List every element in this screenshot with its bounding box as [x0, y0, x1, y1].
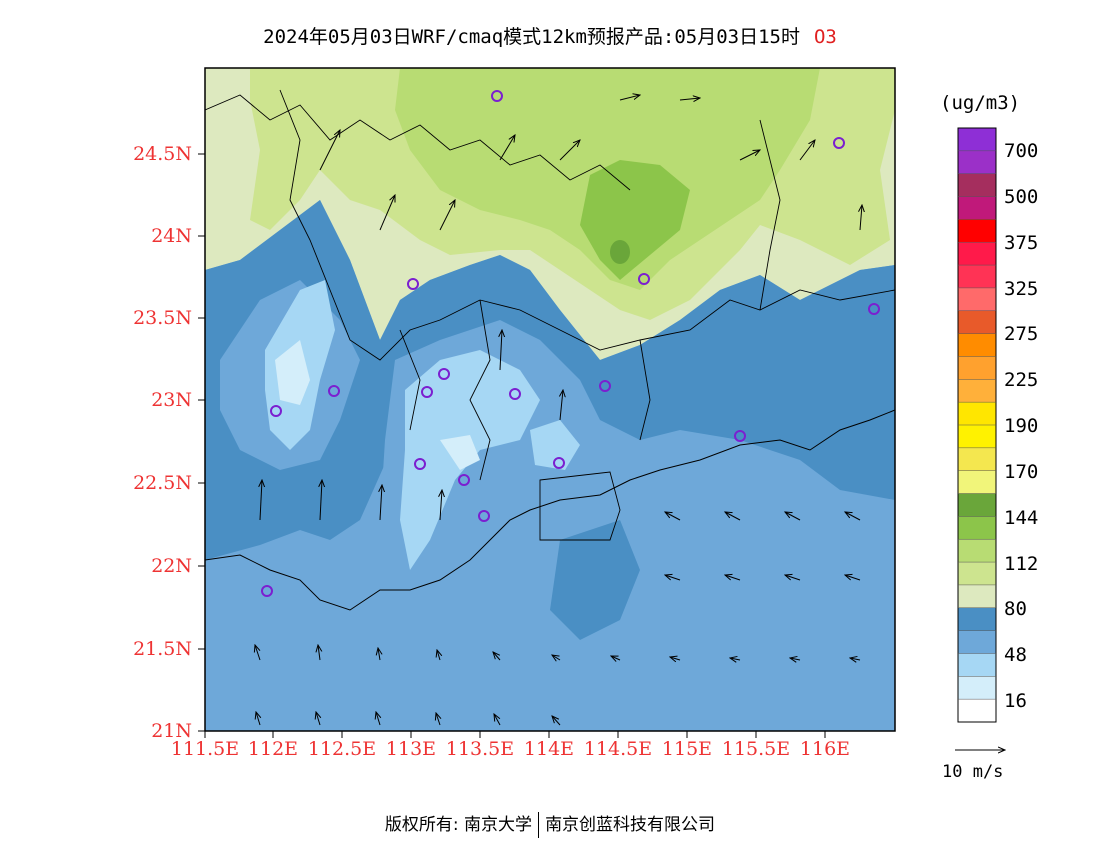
lon-label-114-5: 114.5E	[583, 738, 653, 760]
lat-label-23: 23N	[151, 389, 192, 411]
colorbar-segment	[958, 219, 996, 243]
wind-reference-label: 10 m/s	[942, 762, 1004, 782]
colorbar-segment	[958, 676, 996, 700]
colorbar-label-112: 112	[1004, 553, 1039, 575]
lat-label-23-5: 23.5N	[133, 307, 192, 329]
colorbar-segment	[958, 379, 996, 403]
colorbar-segment	[958, 128, 996, 152]
colorbar-segment	[958, 539, 996, 563]
colorbar-segment	[958, 196, 996, 220]
colorbar-label-190: 190	[1004, 415, 1039, 437]
lon-label-111-5: 111.5E	[170, 738, 240, 760]
copyright-separator	[538, 812, 540, 838]
colorbar-segment	[958, 265, 996, 289]
copyright: 版权所有: 南京大学 南京创蓝科技有限公司	[0, 810, 1100, 838]
colorbar-segment	[958, 699, 996, 723]
colorbar-segment	[958, 607, 996, 632]
colorbar-label-48: 48	[1004, 644, 1027, 666]
colorbar-label-275: 275	[1004, 323, 1039, 345]
colorbar-segment	[958, 584, 996, 609]
lat-label-21-5: 21.5N	[133, 638, 192, 660]
lon-label-113-5: 113.5E	[445, 738, 515, 760]
colorbar-label-144: 144	[1004, 507, 1039, 529]
colorbar-segment	[958, 425, 996, 449]
admin-boundaries	[205, 89, 895, 541]
colorbar-segment	[958, 653, 996, 677]
colorbar-label-325: 325	[1004, 278, 1039, 300]
axis-ticks	[198, 153, 826, 738]
colorbar-segment	[958, 356, 996, 380]
lon-label-112-5: 112.5E	[307, 738, 377, 760]
lon-label-115: 115E	[661, 738, 713, 760]
lat-label-21: 21N	[151, 720, 192, 742]
colorbar-segment	[958, 287, 996, 312]
colorbar-unit: (ug/m3)	[940, 92, 1021, 114]
concentration-field	[205, 68, 895, 731]
colorbar-label-700: 700	[1004, 140, 1039, 162]
colorbar-label-225: 225	[1004, 369, 1039, 391]
lat-label-22-5: 22.5N	[133, 472, 192, 494]
copyright-owner: 版权所有: 南京大学	[384, 815, 533, 835]
colorbar-label-80: 80	[1004, 598, 1027, 620]
field-dark-blue-b	[550, 520, 640, 640]
title-main: 2024年05月03日WRF/cmaq模式12km预报产品:05月03日15时	[263, 26, 800, 48]
colorbar-label-375: 375	[1004, 232, 1039, 254]
colorbar-segment	[958, 333, 996, 357]
colorbar-segment	[958, 447, 996, 472]
colorbar-label-16: 16	[1004, 690, 1027, 712]
field-16-b	[440, 435, 480, 470]
colorbar-segment	[958, 310, 996, 335]
colorbar-segment	[958, 150, 996, 175]
lon-label-113: 113E	[385, 738, 437, 760]
colorbar-segment	[958, 516, 996, 540]
colorbar-segment	[958, 470, 996, 495]
colorbar-segment	[958, 562, 996, 586]
colorbar-segment	[958, 173, 996, 198]
colorbar-segment	[958, 242, 996, 266]
copyright-company: 南京创蓝科技有限公司	[545, 815, 716, 835]
pollutant-label: O3	[813, 26, 837, 48]
field-16-a	[275, 340, 310, 405]
lat-label-24-5: 24.5N	[133, 143, 192, 165]
lat-label-24: 24N	[151, 225, 192, 247]
colorbar-segment	[958, 630, 996, 654]
wind-vectors	[255, 95, 862, 726]
field-144	[580, 160, 690, 280]
lon-label-114: 114E	[523, 738, 575, 760]
monitoring-stations	[261, 90, 880, 597]
lon-label-115-5: 115.5E	[721, 738, 791, 760]
field-144-peak	[610, 240, 630, 264]
colorbar-label-170: 170	[1004, 461, 1039, 483]
lon-label-116: 116E	[799, 738, 851, 760]
colorbar	[957, 127, 997, 723]
colorbar-segment	[958, 493, 996, 517]
lat-label-22: 22N	[151, 555, 192, 577]
map-title: 2024年05月03日WRF/cmaq模式12km预报产品:05月03日15时 O…	[0, 22, 1100, 49]
field-light-east	[530, 420, 580, 470]
lon-label-112: 112E	[247, 738, 299, 760]
colorbar-label-500: 500	[1004, 186, 1039, 208]
colorbar-segment	[958, 402, 996, 426]
coastline	[205, 409, 895, 611]
